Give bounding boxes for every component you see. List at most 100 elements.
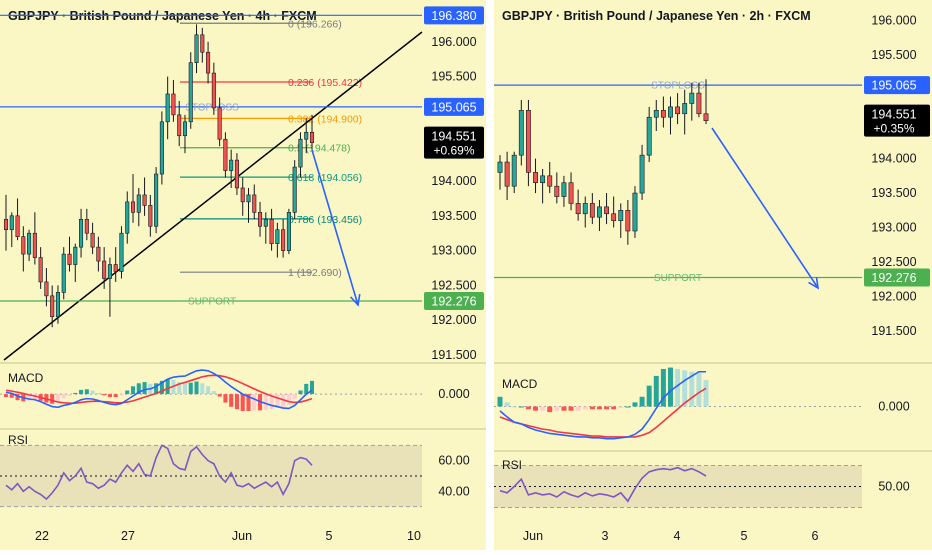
candle-body [55, 292, 60, 318]
macd-signal-line [5, 374, 313, 404]
candle-body [136, 194, 141, 213]
macd-histogram-bar [568, 406, 574, 411]
macd-label: MACD [8, 371, 44, 385]
macd-line [499, 370, 706, 440]
macd-histogram-bar [304, 383, 309, 395]
current-price-text: 194.551 [431, 130, 476, 144]
candle-body [240, 187, 245, 203]
macd-histogram-bar [703, 380, 709, 407]
candle-body [148, 205, 153, 227]
macd-histogram-bar [533, 406, 539, 411]
candle-body [188, 62, 193, 123]
macd-histogram-bar [632, 402, 638, 407]
macd-histogram-bar [55, 394, 60, 403]
macd-histogram-bar [675, 368, 681, 407]
time-axis-tick: Jun [232, 529, 252, 543]
candle-body [675, 106, 681, 115]
candle-body [102, 260, 107, 279]
macd-histogram-bar [667, 367, 673, 407]
candle-body [177, 114, 182, 137]
candle-body [113, 264, 118, 272]
macd-histogram-bar [136, 383, 141, 395]
macd-histogram-bar [107, 394, 112, 398]
chart-4h: 196.000195.500195.000194.500194.000193.5… [0, 0, 486, 550]
time-axis-tick: 10 [407, 529, 421, 543]
rsi-line [499, 466, 707, 503]
candle-body [639, 154, 645, 194]
candle-body [504, 161, 510, 187]
macd-histogram-bar [292, 394, 297, 399]
macd-histogram-bar [281, 394, 286, 408]
macd-histogram-bar [625, 406, 631, 408]
stoploss-price-tag [864, 76, 930, 95]
candle-body [73, 246, 78, 265]
top-price-text: 196.380 [431, 9, 476, 23]
candle-body [275, 229, 280, 244]
candle-body [107, 264, 112, 279]
candle-body [547, 175, 553, 187]
candle-body [246, 194, 251, 203]
candle-body [568, 182, 574, 204]
candle-body [90, 232, 95, 248]
macd-histogram-bar [275, 394, 280, 408]
chart-2h: 196.000195.500195.000194.500194.000193.5… [494, 0, 932, 550]
macd-histogram-bar [525, 406, 531, 410]
candle-body [159, 121, 164, 175]
candle-body [234, 159, 239, 189]
macd-histogram-bar [589, 406, 595, 410]
price-axis-tick: 193.000 [431, 244, 476, 258]
candle-body [689, 92, 695, 104]
candle-body [533, 172, 538, 184]
candle-body [200, 34, 205, 53]
time-axis-tick: 27 [121, 529, 135, 543]
macd-histogram-bar [3, 394, 9, 398]
candle-body [9, 215, 14, 231]
candle-body [525, 110, 531, 173]
macd-histogram-bar [618, 406, 624, 408]
macd-histogram-bar [200, 383, 205, 395]
candle-body [298, 138, 303, 168]
candle-body [165, 93, 170, 123]
fib-level-label: 0.786 (193.456) [288, 214, 362, 226]
candle-body [611, 213, 617, 221]
macd-histogram-bar [119, 394, 124, 396]
macd-histogram-bar [309, 380, 315, 395]
support-price-tag [424, 292, 484, 311]
macd-histogram-bar [84, 389, 89, 395]
time-axis-tick: Jun [523, 529, 543, 543]
macd-histogram-bar [596, 406, 602, 410]
candle-body [229, 159, 234, 171]
candle-body [252, 194, 257, 213]
macd-axis-tick: 0.000 [878, 400, 909, 414]
price-axis-tick: 192.000 [431, 313, 476, 327]
rsi-axis-tick: 40.00 [438, 484, 469, 498]
macd-histogram-bar [639, 396, 645, 407]
candle-body [682, 103, 688, 115]
current-price-tag [864, 104, 930, 137]
macd-histogram-bar [646, 385, 652, 407]
macd-histogram-bar [177, 382, 182, 395]
macd-histogram-bar [682, 370, 688, 407]
candle-body [142, 194, 147, 206]
candle-body [125, 201, 130, 234]
price-axis-tick: 194.000 [871, 152, 916, 166]
macd-histogram-bar [194, 381, 199, 395]
price-axis-tick: 193.500 [871, 186, 916, 200]
rsi-axis-tick: 50.00 [878, 480, 909, 494]
macd-signal-line [499, 387, 707, 438]
candle-body [625, 210, 631, 232]
candle-body [653, 110, 659, 118]
candle-body [292, 166, 297, 213]
macd-histogram-bar [518, 406, 524, 408]
candle-body [50, 295, 55, 318]
macd-histogram-bar [223, 394, 228, 403]
macd-histogram-bar [240, 394, 245, 411]
macd-histogram-bar [90, 390, 95, 395]
candle-body [67, 253, 72, 265]
chart-background [494, 0, 932, 550]
current-change-text: +0.35% [873, 122, 914, 136]
macd-histogram-bar [286, 394, 291, 405]
candle-body [182, 121, 188, 137]
price-axis-tick: 191.500 [871, 324, 916, 338]
